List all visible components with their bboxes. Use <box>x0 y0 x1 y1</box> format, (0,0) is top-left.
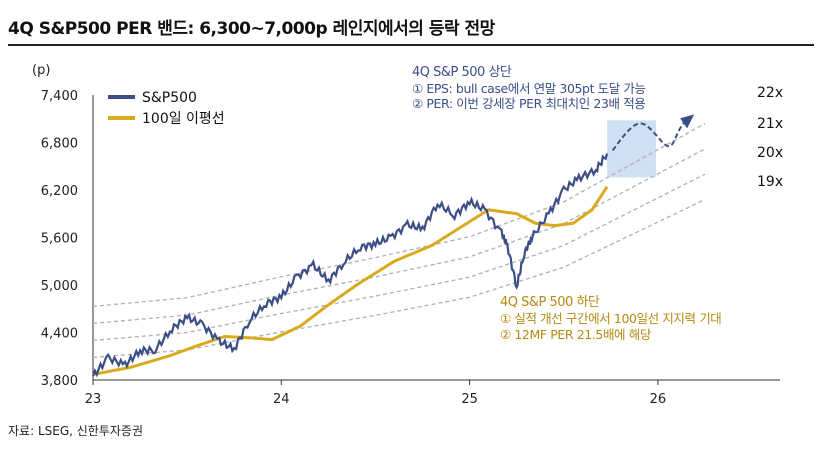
band-label-20x: 20x <box>757 145 783 161</box>
y-tick-label: 5,600 <box>41 232 78 247</box>
per-band-20x <box>92 173 706 342</box>
upper-note-line: ① EPS: bull case에서 연말 305pt 도달 가능 <box>412 81 646 96</box>
legend-label-sp500: S&P500 <box>142 90 197 106</box>
y-tick-label: 4,400 <box>41 327 78 342</box>
band-label-19x: 19x <box>757 174 783 190</box>
band-label-21x: 21x <box>757 116 783 132</box>
x-tick-label: 26 <box>650 392 667 407</box>
band-label-22x: 22x <box>757 85 783 101</box>
y-tick-label: 3,800 <box>41 374 78 389</box>
title-divider <box>8 44 814 46</box>
y-axis-unit: (p) <box>32 63 50 78</box>
forecast-arrow <box>611 119 687 152</box>
x-tick-label: 23 <box>85 392 102 407</box>
y-tick-label: 5,000 <box>41 279 78 294</box>
arrow-head-icon <box>680 114 695 129</box>
per-band-19x <box>92 198 706 359</box>
source-note: 자료: LSEG, 신한투자증권 <box>8 424 143 438</box>
upper-note-title: 4Q S&P 500 상단 <box>412 65 512 80</box>
lower-note-title: 4Q S&P 500 하단 <box>500 295 600 310</box>
chart-title: 4Q S&P500 PER 밴드: 6,300~7,000p 레인지에서의 등락… <box>8 19 495 39</box>
y-tick-label: 6,800 <box>41 137 78 152</box>
sp500-line <box>91 153 609 378</box>
y-tick-label: 7,400 <box>41 89 78 104</box>
legend-label-ma100: 100일 이평선 <box>142 111 225 127</box>
upper-note-line: ② PER: 이번 강세장 PER 최대치인 23배 적용 <box>412 96 645 111</box>
lower-note-line: ① 실적 개선 구간에서 100일선 지지력 기대 <box>500 311 721 326</box>
forecast-box <box>607 120 657 178</box>
ma100-line <box>92 186 609 376</box>
y-tick-label: 6,200 <box>41 184 78 199</box>
x-tick-label: 25 <box>461 392 478 407</box>
x-tick-label: 24 <box>273 392 290 407</box>
lower-note-line: ② 12MF PER 21.5배에 해당 <box>500 327 652 342</box>
